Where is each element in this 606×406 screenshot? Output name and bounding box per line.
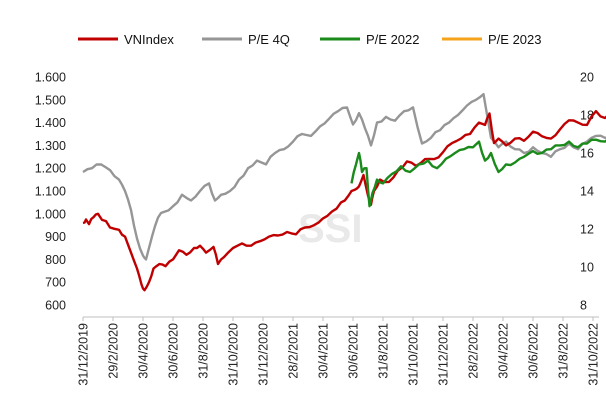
left-tick-label: 1.100	[35, 185, 66, 199]
legend-label-0: VNIndex	[124, 32, 174, 47]
x-tick-label: 31/12/2021	[437, 323, 451, 386]
series-line-p-e-4q	[82, 92, 606, 261]
left-tick-label: 1.200	[35, 162, 66, 176]
x-tick-label: 31/8/2020	[197, 323, 211, 379]
right-tick-label: 8	[580, 299, 587, 313]
x-tick-label: 30/4/2022	[497, 323, 511, 379]
x-tick-label: 29/2/2020	[107, 323, 121, 379]
right-tick-label: 10	[580, 261, 594, 275]
legend-label-2: P/E 2022	[366, 32, 420, 47]
x-tick-label: 30/6/2021	[347, 323, 361, 379]
right-tick-label: 12	[580, 223, 594, 237]
x-tick-label: 30/6/2022	[527, 323, 541, 379]
x-tick-label: 31/12/2019	[77, 323, 91, 386]
left-tick-label: 700	[45, 276, 66, 290]
right-tick-label: 16	[580, 147, 594, 161]
x-tick-label: 30/4/2021	[317, 323, 331, 379]
left-tick-label: 1.400	[35, 116, 66, 130]
left-tick-label: 800	[45, 253, 66, 267]
left-tick-label: 1.000	[35, 207, 66, 221]
x-tick-label: 30/6/2020	[167, 323, 181, 379]
left-tick-label: 1.300	[35, 139, 66, 153]
legend: VNIndex P/E 4Q P/E 2022 P/E 2023	[78, 32, 542, 47]
series-line-vnindex	[82, 109, 606, 292]
x-tick-label: 28/2/2022	[467, 323, 481, 379]
plot-area	[82, 92, 606, 292]
x-tick-label: 31/10/2020	[227, 323, 241, 386]
right-tick-label: 14	[580, 185, 594, 199]
series-line-p-e-2022	[350, 138, 606, 208]
x-tick-label: 28/2/2021	[287, 323, 301, 379]
right-tick-label: 20	[580, 71, 594, 85]
legend-label-1: P/E 4Q	[248, 32, 290, 47]
x-axis: 31/12/2019 29/2/2020 30/4/2020 30/6/2020 31/…	[77, 316, 601, 386]
legend-label-3: P/E 2023	[488, 32, 542, 47]
x-tick-label: 31/10/2022	[587, 323, 601, 386]
x-tick-label: 31/10/2021	[407, 323, 421, 386]
left-tick-label: 900	[45, 230, 66, 244]
x-tick-label: 30/4/2020	[137, 323, 151, 379]
left-tick-label: 1.600	[35, 71, 66, 85]
x-tick-label: 31/8/2021	[377, 323, 391, 379]
x-tick-label: 31/8/2022	[557, 323, 571, 379]
left-axis: 600 700 800 900 1.000 1.100 1.200 1.300 1.400 1.5…	[35, 71, 66, 313]
x-tick-label: 31/12/2020	[257, 323, 271, 386]
left-tick-label: 600	[45, 299, 66, 313]
left-tick-label: 1.500	[35, 93, 66, 107]
